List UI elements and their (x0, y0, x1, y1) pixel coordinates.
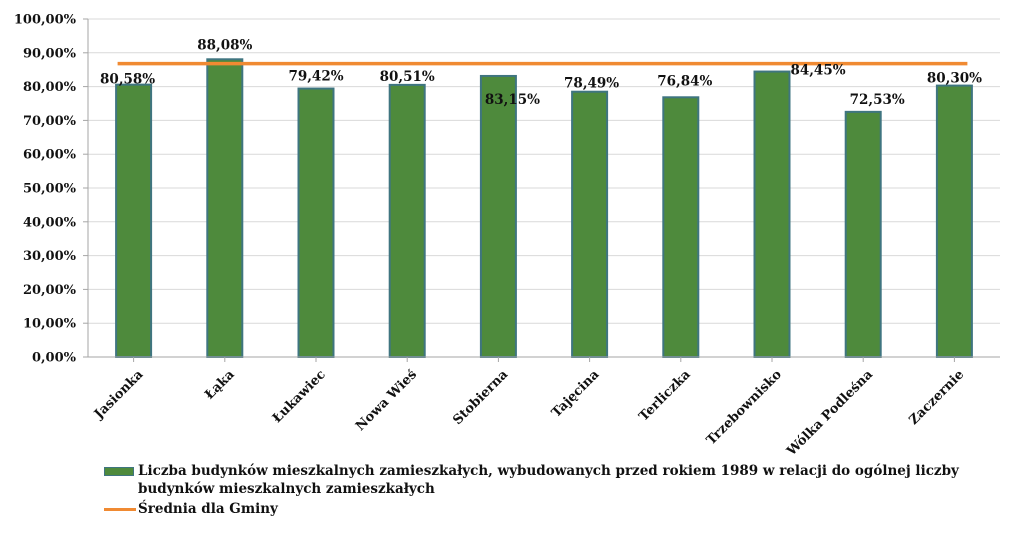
data-label: 76,84% (657, 73, 712, 89)
y-tick-label: 60,00% (23, 148, 77, 163)
y-tick-label: 50,00% (23, 182, 77, 197)
data-label: 80,30% (927, 71, 982, 87)
x-tick-label: Łąka (202, 367, 238, 403)
y-tick-label: 30,00% (23, 249, 77, 264)
legend-swatch-average (104, 508, 136, 511)
y-tick-label: 90,00% (23, 46, 77, 61)
bar (662, 96, 700, 359)
data-label: 79,42% (288, 69, 343, 85)
legend-item-average: Średnia dla Gminy (104, 500, 984, 518)
legend-item-bars: Liczba budynków mieszkalnych zamieszkały… (104, 462, 984, 498)
data-label: 78,49% (564, 76, 619, 92)
data-label: 72,53% (850, 92, 905, 108)
data-label: 88,08% (197, 37, 252, 53)
x-tick-label: Nowa Wieś (353, 367, 420, 434)
data-label: 80,51% (380, 69, 435, 85)
x-tick-label: Trzebownisko (704, 367, 785, 448)
data-label: 84,45% (790, 63, 845, 79)
data-label: 80,58% (100, 72, 155, 88)
y-tick-label: 20,00% (23, 283, 77, 298)
legend-swatch-bars (104, 467, 134, 476)
y-tick-label: 80,00% (23, 80, 77, 95)
legend-label-average: Średnia dla Gminy (138, 501, 278, 517)
bar (935, 84, 973, 358)
y-tick-label: 10,00% (23, 317, 77, 332)
bars (115, 58, 973, 359)
y-tick-label: 40,00% (23, 215, 77, 230)
data-labels: 80,58% 88,08% 79,42% 80,51% 83,15% 78,49% 76,8… (100, 37, 982, 108)
bar (479, 74, 517, 358)
legend: Liczba budynków mieszkalnych zamieszkały… (104, 462, 984, 518)
bar (206, 58, 244, 358)
x-tick-label: Zaczernie (906, 367, 967, 428)
y-tick-label: 100,00% (14, 13, 77, 28)
x-tick-label: Stobierna (450, 367, 511, 428)
bar-chart: 0,00% 10,00% 20,00% 30,00% 40,00% 50,00% 60,00… (14, 13, 1000, 460)
x-tick-label: Łukawiec (270, 367, 329, 426)
bar (571, 90, 609, 358)
data-label: 83,15% (485, 92, 540, 108)
y-tick-label: 70,00% (23, 114, 77, 129)
bar (388, 83, 426, 359)
bar (297, 87, 335, 359)
y-axis: 0,00% 10,00% 20,00% 30,00% 40,00% 50,00% 60,00… (14, 13, 89, 366)
bar (753, 70, 791, 359)
x-tick-label: Jasionka (91, 367, 147, 423)
y-tick-label: 0,00% (32, 351, 77, 366)
x-tick-label: Tajęcina (549, 367, 603, 421)
bar (115, 83, 153, 359)
x-tick-label: Terliczka (636, 367, 694, 425)
bar (844, 110, 882, 358)
x-tick-label: Wólka Podleśna (784, 367, 877, 460)
legend-label-bars: Liczba budynków mieszkalnych zamieszkały… (138, 463, 959, 497)
x-axis: Jasionka Łąka Łukawiec Nowa Wieś Stobierna Ta… (88, 356, 1000, 460)
